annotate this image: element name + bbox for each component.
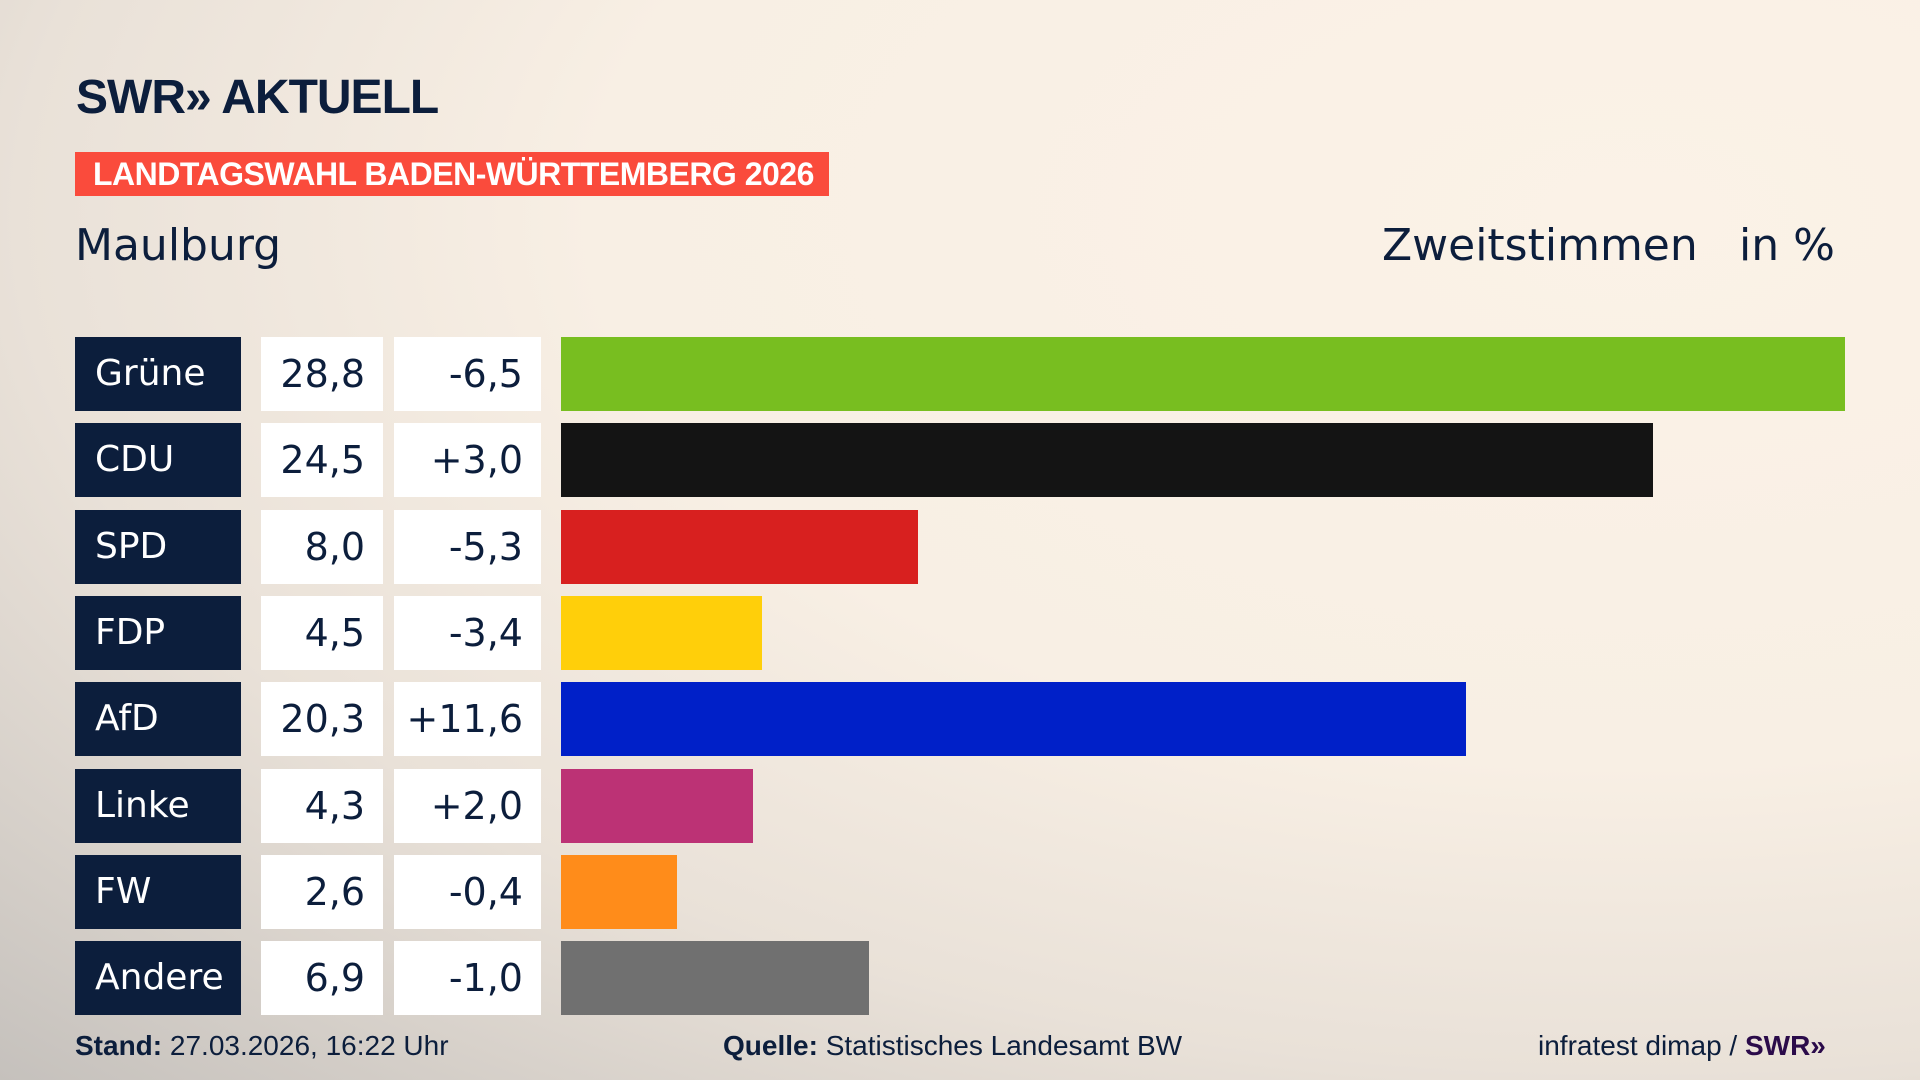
bar bbox=[561, 682, 1467, 757]
value-label: 8,0 bbox=[261, 509, 383, 584]
value-label: 6,9 bbox=[261, 941, 383, 1016]
election-banner: LANDTAGSWAHL BADEN-WÜRTTEMBERG 2026 bbox=[75, 152, 829, 196]
place-title: Maulburg bbox=[75, 220, 282, 271]
diff-label: +3,0 bbox=[394, 423, 541, 498]
bar bbox=[561, 854, 677, 929]
source-label: Quelle: bbox=[723, 1030, 818, 1061]
value-label: 4,5 bbox=[261, 595, 383, 670]
diff-label: -6,5 bbox=[394, 337, 541, 411]
swr-aktuell-logo: SWR» AKTUELL bbox=[76, 71, 439, 124]
party-label: SPD bbox=[75, 509, 241, 584]
bar-row: FW 2,6 -0,4 bbox=[0, 854, 1920, 929]
source-value: Statistisches Landesamt BW bbox=[825, 1030, 1183, 1061]
party-label: AfD bbox=[75, 682, 241, 757]
diff-label: +2,0 bbox=[394, 768, 541, 843]
party-label: FW bbox=[75, 854, 241, 929]
bar-row: SPD 8,0 -5,3 bbox=[0, 509, 1920, 584]
stand-value: 27.03.2026, 16:22 Uhr bbox=[169, 1030, 449, 1061]
bar-row: Grüne 28,8 -6,5 bbox=[0, 337, 1920, 411]
credit: infratest dimap / SWR» bbox=[1538, 1030, 1826, 1062]
diff-label: -0,4 bbox=[394, 854, 541, 929]
diff-label: -5,3 bbox=[394, 509, 541, 584]
diff-label: +11,6 bbox=[394, 682, 541, 757]
bar-row: Linke 4,3 +2,0 bbox=[0, 768, 1920, 843]
bar bbox=[561, 941, 869, 1016]
bar-row: AfD 20,3 +11,6 bbox=[0, 682, 1920, 757]
source: Quelle: Statistisches Landesamt BW bbox=[723, 1030, 1182, 1062]
party-label: CDU bbox=[75, 423, 241, 498]
bar-row: CDU 24,5 +3,0 bbox=[0, 423, 1920, 498]
bar bbox=[561, 509, 918, 584]
party-label: Grüne bbox=[75, 337, 241, 411]
bar bbox=[561, 337, 1845, 411]
value-label: 20,3 bbox=[261, 682, 383, 757]
unit-label: in % bbox=[1739, 220, 1835, 271]
bar bbox=[561, 768, 753, 843]
party-label: Andere bbox=[75, 941, 241, 1016]
bar bbox=[561, 423, 1654, 498]
credit-text: infratest dimap / bbox=[1538, 1030, 1738, 1061]
metric-label: Zweitstimmen bbox=[1382, 220, 1698, 271]
party-label: FDP bbox=[75, 595, 241, 670]
value-label: 2,6 bbox=[261, 854, 383, 929]
diff-label: -3,4 bbox=[394, 595, 541, 670]
value-label: 28,8 bbox=[261, 337, 383, 411]
party-label: Linke bbox=[75, 768, 241, 843]
bar-row: FDP 4,5 -3,4 bbox=[0, 595, 1920, 670]
timestamp: Stand: 27.03.2026, 16:22 Uhr bbox=[75, 1030, 449, 1062]
stand-label: Stand: bbox=[75, 1030, 163, 1061]
value-label: 24,5 bbox=[261, 423, 383, 498]
diff-label: -1,0 bbox=[394, 941, 541, 1016]
bar-row: Andere 6,9 -1,0 bbox=[0, 941, 1920, 1016]
bar bbox=[561, 595, 762, 670]
value-label: 4,3 bbox=[261, 768, 383, 843]
swr-logo: SWR» bbox=[1744, 1030, 1826, 1061]
